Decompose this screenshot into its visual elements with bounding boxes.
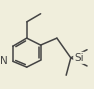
Text: N: N [0, 56, 8, 66]
Text: Si: Si [74, 53, 84, 63]
